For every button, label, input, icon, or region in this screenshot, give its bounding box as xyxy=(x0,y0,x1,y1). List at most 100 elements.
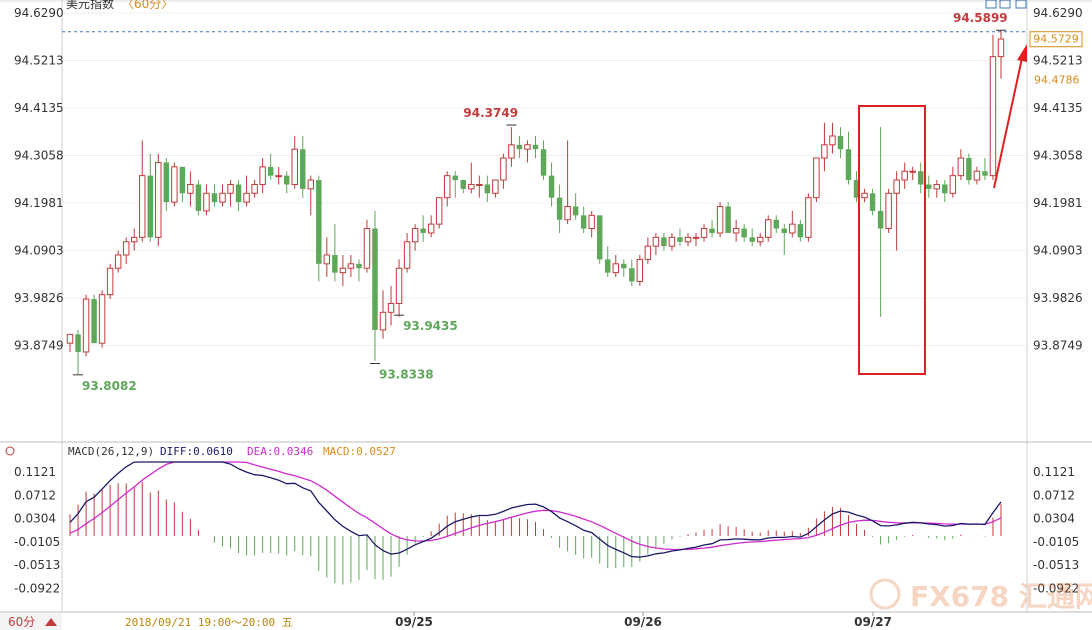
candle xyxy=(435,197,443,229)
candle xyxy=(966,153,972,185)
candle xyxy=(605,246,611,278)
candle xyxy=(98,290,106,348)
macd-tick-label: 0.0712 xyxy=(14,488,56,502)
date-label: 09/26 xyxy=(624,615,662,629)
candle xyxy=(227,180,234,207)
y-tick-label: 94.0903 xyxy=(14,243,64,257)
macd-tick-label: -0.0105 xyxy=(14,535,60,549)
y-tick-label: 93.8749 xyxy=(14,338,64,352)
candle xyxy=(612,254,619,278)
candle xyxy=(692,232,700,247)
y-tick-label: 94.5213 xyxy=(14,53,64,67)
candle xyxy=(636,254,644,286)
candle xyxy=(139,140,146,242)
watermark: FX678 汇通网 xyxy=(869,578,1092,613)
macd-axis-left: 0.1121 0.0712 0.0304 -0.0105 -0.0513 -0.0922 xyxy=(14,465,60,595)
diff-label: DIFF:0.0610 xyxy=(160,445,233,458)
settings-icon[interactable] xyxy=(5,446,15,456)
y-tick-label: 94.6290 xyxy=(14,6,64,20)
low-annotation: 93.8082 xyxy=(82,379,137,393)
candle xyxy=(869,188,876,216)
macd-tick-label: -0.0922 xyxy=(1033,581,1079,595)
candle xyxy=(853,171,860,203)
candle xyxy=(403,232,411,273)
candle xyxy=(492,179,499,198)
candle xyxy=(347,254,355,278)
toolbar-icons[interactable] xyxy=(985,0,1027,9)
macd-tick-label: -0.0922 xyxy=(14,581,60,595)
zoom-icon[interactable] xyxy=(999,0,1011,9)
price-annotations: 93.8082 93.8338 94.3749 93.9435 94.5899 xyxy=(73,11,1008,393)
candle xyxy=(926,175,932,198)
candle xyxy=(163,158,170,211)
trend-arrow xyxy=(993,44,1027,189)
timeframe-tag: 〈60分〉 xyxy=(122,0,173,11)
candle xyxy=(997,30,1005,79)
y-tick-label: 94.4135 xyxy=(1033,101,1083,115)
y-tick-label: 93.8749 xyxy=(1033,338,1083,352)
candle xyxy=(187,171,194,207)
candle xyxy=(82,294,90,357)
candle xyxy=(629,259,635,286)
candle xyxy=(700,224,708,242)
close-icon[interactable] xyxy=(1015,0,1027,9)
macd-tick-label: -0.0513 xyxy=(1033,558,1079,572)
macd-histogram xyxy=(69,481,1002,585)
candle xyxy=(211,184,218,207)
y-tick-label: 94.3058 xyxy=(1033,148,1083,162)
candle xyxy=(957,149,965,181)
window-icon[interactable] xyxy=(985,0,997,9)
candle xyxy=(918,162,924,194)
candle xyxy=(564,140,571,225)
candle xyxy=(500,153,507,189)
price-axis-right: 94.6290 94.5213 94.4135 94.3058 94.1981 94.09… xyxy=(1033,6,1083,352)
candle xyxy=(668,232,676,251)
candle xyxy=(387,285,395,326)
candle xyxy=(267,153,274,181)
candle xyxy=(155,153,162,247)
candle xyxy=(300,135,306,198)
candle xyxy=(356,259,362,282)
candle xyxy=(982,158,988,181)
y-tick-label: 94.4135 xyxy=(14,101,64,115)
candle xyxy=(741,224,747,242)
candle xyxy=(813,157,820,203)
candle xyxy=(316,175,322,282)
macd-tick-label: 0.0712 xyxy=(1033,488,1075,502)
candle xyxy=(307,175,315,216)
candle xyxy=(291,135,298,189)
candle xyxy=(949,166,957,198)
high-annotation: 94.3749 xyxy=(463,106,518,120)
candle xyxy=(171,162,178,207)
candle xyxy=(933,180,941,198)
candle xyxy=(556,184,563,233)
candle xyxy=(652,232,660,255)
candle xyxy=(532,135,539,159)
last-price-label: 94.5729 xyxy=(1033,33,1079,46)
candle xyxy=(195,180,202,216)
period-caret-icon[interactable] xyxy=(45,618,57,626)
candle xyxy=(106,263,114,300)
macd-label: MACD(26,12,9) xyxy=(68,445,154,458)
macd-tick-label: -0.0513 xyxy=(14,558,60,572)
candle xyxy=(66,333,74,352)
candle xyxy=(789,210,796,238)
y-tick-label: 94.1981 xyxy=(14,196,64,210)
cursor-time: 2018/09/21 19:00～20:00 五 xyxy=(125,616,293,629)
candle xyxy=(661,232,667,251)
frame xyxy=(0,0,1092,613)
candle xyxy=(339,254,347,286)
candle xyxy=(147,153,153,242)
macd-tick-label: 0.0304 xyxy=(1033,512,1075,526)
candle xyxy=(765,215,772,242)
candle xyxy=(332,224,338,282)
date-label: 09/27 xyxy=(854,615,892,629)
candle xyxy=(114,250,122,273)
candle xyxy=(379,290,387,339)
candle xyxy=(732,219,740,242)
macd-axis-right: 0.1121 0.0712 0.0304 -0.0105 -0.0513 -0.0922 xyxy=(1033,465,1079,595)
candle xyxy=(684,232,692,247)
macd-tick-label: 0.1121 xyxy=(1033,465,1075,479)
candle xyxy=(548,162,555,207)
